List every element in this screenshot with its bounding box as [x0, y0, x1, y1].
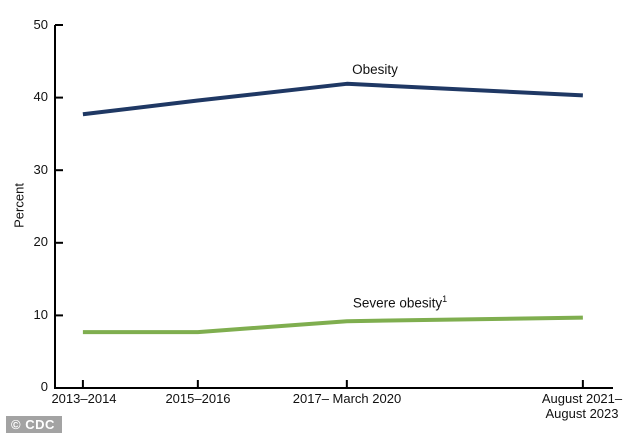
series-label-severe-obesity: Severe obesity1	[335, 294, 465, 311]
x-axis-label-2017-march-2020: 2017– March 2020	[292, 391, 402, 406]
x-axis-label-august-2021-2023: August 2021– August 2023	[541, 391, 623, 421]
x-axis-label-2015-2016: 2015–2016	[165, 391, 231, 406]
y-tick-label-10: 10	[33, 307, 48, 322]
series-label-severe-obesity-text: Severe obesity	[352, 295, 443, 311]
y-tick-label-50: 50	[33, 17, 48, 32]
y-tick-label-0: 0	[40, 379, 48, 394]
y-tick-label-40: 40	[33, 89, 48, 104]
y-axis-title: Percent	[11, 183, 27, 228]
x-axis-label-2013-2014: 2013–2014	[51, 391, 117, 406]
series-label-obesity: Obesity	[337, 62, 413, 78]
y-tick-label-20: 20	[33, 234, 48, 249]
series-label-obesity-text: Obesity	[352, 62, 398, 77]
severe-obesity-footnote-superscript: 1	[442, 294, 448, 304]
cdc-watermark: © CDC	[6, 416, 62, 433]
y-tick-label-30: 30	[33, 162, 48, 177]
